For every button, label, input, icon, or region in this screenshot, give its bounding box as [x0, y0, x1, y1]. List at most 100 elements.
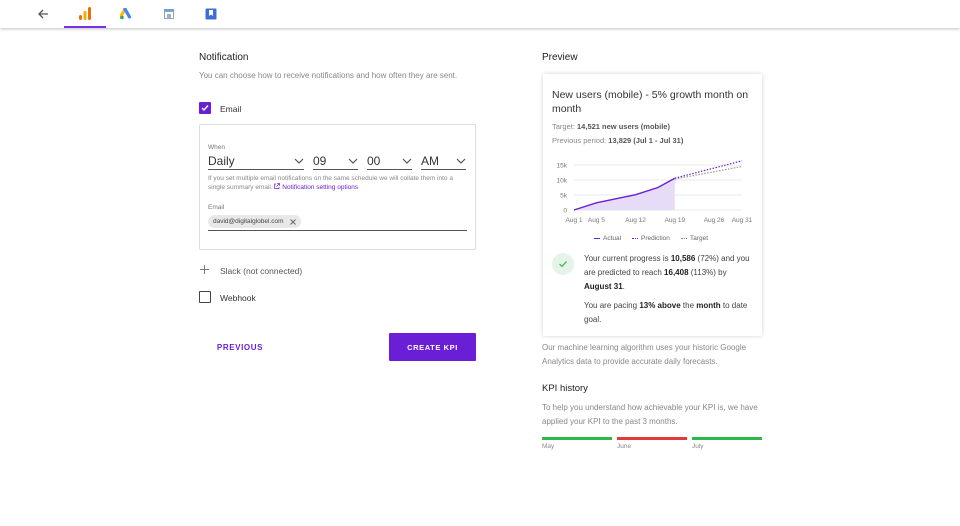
- ampm-value: AM: [421, 153, 439, 168]
- minute-value: 00: [367, 153, 381, 168]
- legend-target-swatch: [681, 238, 687, 239]
- progress-p1: Your current progress is: [584, 254, 671, 263]
- progress-date: August 31: [584, 282, 623, 291]
- legend-prediction-label: Prediction: [641, 235, 670, 242]
- tab-google-analytics[interactable]: [64, 0, 106, 28]
- create-kpi-button[interactable]: CREATE KPI: [389, 333, 476, 361]
- progress-p2: (72%) and you are predicted to reach: [584, 254, 750, 277]
- arrow-left-icon: [38, 9, 48, 19]
- previous-button[interactable]: PREVIOUS: [216, 342, 264, 352]
- recipient-email: david@digitalglobel.com: [213, 218, 284, 225]
- bookmark-icon: [205, 8, 217, 20]
- tab-google-ads[interactable]: [114, 0, 140, 28]
- collate-note-text: If you set multiple email notifications …: [208, 175, 453, 191]
- y-tick-label: 5k: [560, 193, 568, 200]
- kpi-history-text: To help you understand how achievable yo…: [542, 403, 758, 426]
- legend-prediction: Prediction: [632, 235, 670, 242]
- progress-current: 10,586: [670, 254, 696, 263]
- chevron-down-icon: [294, 158, 304, 164]
- target-line: Target: 14,521 new users (mobile): [552, 122, 670, 131]
- email-checkbox-label: Email: [220, 104, 242, 114]
- target-value: 14,521 new users (mobile): [577, 122, 670, 131]
- pacing-period: month: [696, 301, 721, 310]
- previous-period-line: Previous period: 13,829 (Jul 1 - Jul 31): [552, 136, 683, 145]
- legend-target: Target: [681, 235, 708, 242]
- y-tick-label: 10k: [557, 178, 568, 185]
- series-target-line: [674, 165, 743, 180]
- y-tick-label: 15k: [557, 163, 568, 170]
- kpi-history-bar-july: [692, 437, 762, 440]
- success-check-icon: [552, 253, 574, 275]
- target-prefix: Target:: [552, 122, 578, 131]
- ml-description: Our machine learning algorithm uses your…: [542, 343, 747, 366]
- legend-actual: Actual: [594, 235, 621, 242]
- email-field-label: Email: [208, 204, 225, 211]
- kpi-chart: 0 5k 10k 15k Aug 1 Aug 5 Aug 12 Aug 19 Aug 26 Aug…: [557, 160, 753, 224]
- progress-text: Your current progress is 10,586 (72%) an…: [584, 252, 756, 294]
- chevron-down-icon: [456, 158, 466, 164]
- kpi-history-bar-june: [617, 437, 687, 440]
- pacing-p2: the: [680, 301, 697, 310]
- tab-bookmark[interactable]: [198, 0, 224, 28]
- kpi-title: New users (mobile) - 5% growth month on …: [552, 89, 749, 115]
- kpi-history-title: KPI history: [542, 383, 588, 394]
- chevron-down-icon: [348, 158, 358, 164]
- x-tick-label: Aug 19: [664, 217, 685, 224]
- x-tick-label: Aug 26: [704, 217, 725, 224]
- legend-actual-swatch: [594, 238, 600, 239]
- pacing-pct: 13% above: [639, 301, 681, 310]
- kpi-history-label-july: July: [692, 443, 704, 450]
- external-link-icon: [274, 183, 281, 189]
- kpi-history-bar-may: [542, 437, 612, 440]
- hour-select[interactable]: 09: [313, 152, 358, 170]
- x-tick-label: Aug 31: [732, 217, 753, 224]
- legend-target-label: Target: [690, 235, 709, 242]
- recipient-chip: david@digitalglobel.com: [208, 215, 301, 228]
- notification-title: Notification: [199, 52, 249, 63]
- frequency-value: Daily: [208, 153, 235, 168]
- legend-actual-label: Actual: [603, 235, 622, 242]
- series-actual-line: [573, 177, 676, 211]
- frequency-select[interactable]: Daily: [208, 152, 304, 170]
- webhook-checkbox[interactable]: [199, 291, 211, 303]
- progress-p3: (113%) by: [688, 268, 727, 277]
- series-prediction-line: [674, 160, 743, 179]
- x-tick-label: Aug 1: [566, 217, 583, 224]
- progress-p4: .: [622, 282, 625, 291]
- ampm-select[interactable]: AM: [421, 152, 466, 170]
- close-icon[interactable]: [289, 218, 296, 225]
- email-settings-panel: [199, 124, 476, 250]
- slack-option[interactable]: Slack (not connected): [220, 266, 303, 276]
- preview-title: Preview: [542, 52, 578, 63]
- email-checkbox[interactable]: [199, 102, 211, 114]
- actual-area: [574, 178, 675, 210]
- when-label: When: [208, 144, 225, 151]
- previous-value: 13,829 (Jul 1 - Jul 31): [608, 136, 684, 145]
- collate-note: If you set multiple email notifications …: [208, 174, 470, 192]
- check-icon: [201, 105, 209, 112]
- store-icon: [164, 9, 174, 19]
- pacing-p1: You are pacing: [584, 301, 640, 310]
- google-analytics-icon: [79, 6, 91, 20]
- hour-value: 09: [313, 153, 327, 168]
- x-tick-label: Aug 5: [588, 217, 605, 224]
- pacing-text: You are pacing 13% above the month to da…: [584, 299, 756, 327]
- y-tick-label: 0: [563, 208, 567, 215]
- plus-icon[interactable]: [200, 265, 209, 274]
- email-input[interactable]: [208, 230, 467, 231]
- notification-settings-link-text: Notification setting options: [282, 184, 359, 191]
- pacing-p3: to date goal.: [584, 301, 748, 324]
- x-tick-label: Aug 12: [625, 217, 646, 224]
- webhook-label: Webhook: [220, 293, 256, 303]
- top-toolbar: [0, 0, 960, 28]
- progress-predicted: 16,408: [664, 268, 689, 277]
- previous-prefix: Previous period:: [552, 136, 609, 145]
- kpi-history-label-june: June: [617, 443, 632, 450]
- notification-subtitle: You can choose how to receive notificati…: [199, 71, 458, 80]
- minute-select[interactable]: 00: [367, 152, 412, 170]
- tab-store[interactable]: [156, 0, 182, 28]
- back-button[interactable]: [30, 0, 56, 28]
- kpi-history-label-may: May: [542, 443, 555, 450]
- notification-settings-link[interactable]: Notification setting options: [274, 183, 359, 191]
- chevron-down-icon: [402, 158, 412, 164]
